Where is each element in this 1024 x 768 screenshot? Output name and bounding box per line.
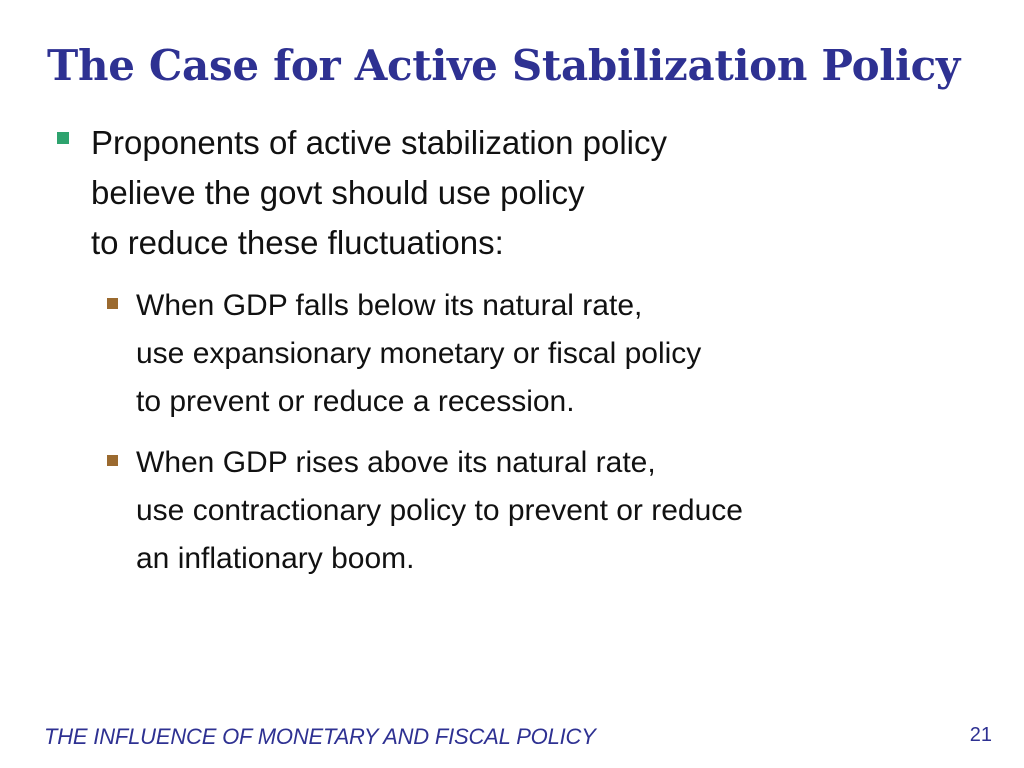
slide-title: The Case for Active Stabilization Policy <box>47 41 960 90</box>
bullet-main-line-3: to reduce these fluctuations: <box>91 224 504 261</box>
slide-body: Proponents of active stabilization polic… <box>0 118 1024 583</box>
sub-bullet-2-line-3: an inflationary boom. <box>136 542 415 575</box>
sub-bullet-2-line-2: use contractionary policy to prevent or … <box>136 494 743 527</box>
sub-bullet-item-1: When GDP falls below its natural rate, u… <box>0 282 1024 426</box>
sub-bullet-item-2: When GDP rises above its natural rate, u… <box>0 439 1024 583</box>
bullet-item-main: Proponents of active stabilization polic… <box>0 118 1024 268</box>
page-number: 21 <box>969 724 992 746</box>
brown-square-bullet-icon <box>107 455 118 466</box>
slide-footer: THE INFLUENCE OF MONETARY AND FISCAL POL… <box>44 724 596 749</box>
sub-bullet-2-line-1: When GDP rises above its natural rate, <box>136 446 656 479</box>
sub-bullet-1-line-1: When GDP falls below its natural rate, <box>136 289 643 322</box>
sub-bullet-1-line-3: to prevent or reduce a recession. <box>136 385 575 418</box>
bullet-main-line-2: believe the govt should use policy <box>91 174 585 211</box>
sub-bullet-1-line-2: use expansionary monetary or fiscal poli… <box>136 337 702 370</box>
brown-square-bullet-icon <box>107 298 118 309</box>
green-square-bullet-icon <box>57 132 69 144</box>
bullet-main-line-1: Proponents of active stabilization polic… <box>91 124 667 161</box>
